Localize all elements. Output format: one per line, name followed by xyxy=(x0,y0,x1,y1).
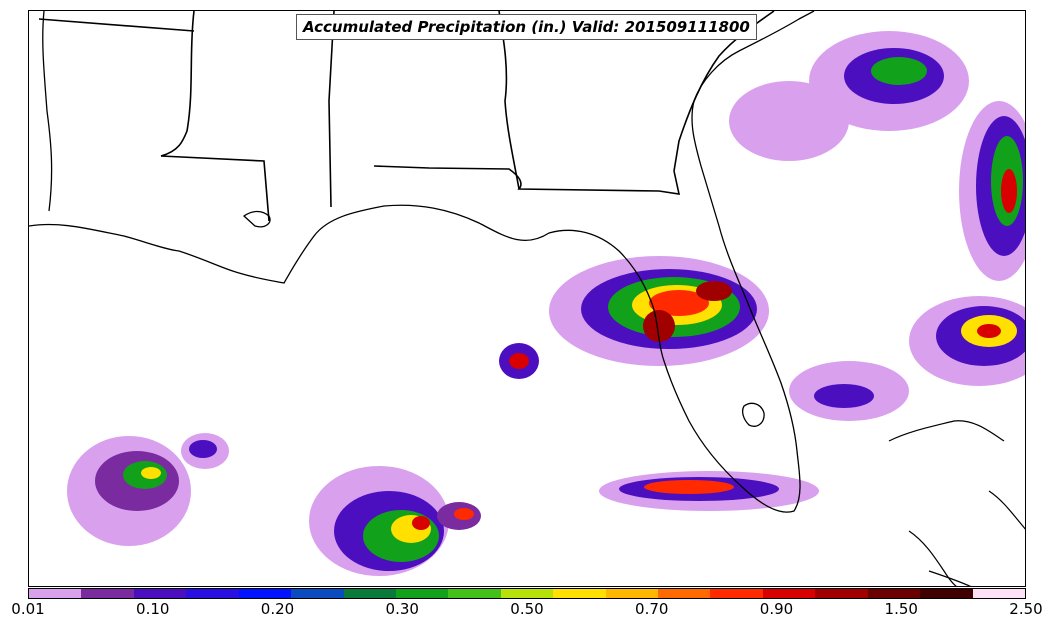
state-borders xyxy=(38,11,775,222)
precip-colorbar xyxy=(28,588,1026,599)
precip-field-gulf-south xyxy=(309,466,481,576)
colorbar-tick-label: 0.01 xyxy=(11,600,45,618)
precip-field-nw-storm xyxy=(67,433,229,546)
precip-field-tampa xyxy=(499,256,769,379)
coastlines xyxy=(29,11,1025,586)
colorbar-segment xyxy=(133,589,187,598)
precip-map xyxy=(28,10,1026,587)
colorbar-segment xyxy=(920,589,973,598)
map-layer xyxy=(29,11,1025,586)
colorbar-tick-label: 1.50 xyxy=(884,600,918,618)
colorbar-tick-label: 2.50 xyxy=(1009,600,1043,618)
colorbar-segment xyxy=(448,589,501,598)
precip-field-keys xyxy=(599,471,819,511)
colorbar-segment xyxy=(291,589,344,598)
colorbar-segment xyxy=(29,589,82,598)
colorbar-segment xyxy=(815,589,868,598)
colorbar-segment xyxy=(972,589,1026,598)
colorbar-segment xyxy=(658,589,711,598)
colorbar-tick-label: 0.90 xyxy=(759,600,794,618)
map-title: Accumulated Precipitation (in.) Valid: 2… xyxy=(296,14,757,40)
colorbar-segment xyxy=(395,589,449,598)
colorbar-tick-label: 0.10 xyxy=(136,600,170,618)
colorbar-segment xyxy=(762,589,816,598)
colorbar-segment xyxy=(343,589,396,598)
colorbar-tick-label: 0.50 xyxy=(510,600,544,618)
colorbar-segment xyxy=(605,589,659,598)
colorbar-segment xyxy=(500,589,554,598)
colorbar-segment xyxy=(710,589,763,598)
colorbar-tick-labels: 0.01 0.10 0.20 0.30 0.50 0.70 0.90 1.50 2.50 xyxy=(0,600,1054,630)
colorbar-segment xyxy=(81,589,134,598)
colorbar-segment xyxy=(553,589,606,598)
colorbar-segment xyxy=(186,589,239,598)
precip-field-atlantic xyxy=(729,31,1025,421)
colorbar-tick-label: 0.20 xyxy=(260,600,295,618)
colorbar-tick-label: 0.70 xyxy=(635,600,669,618)
colorbar-segment xyxy=(867,589,921,598)
colorbar-tick-label: 0.30 xyxy=(385,600,419,618)
colorbar-segment xyxy=(238,589,292,598)
